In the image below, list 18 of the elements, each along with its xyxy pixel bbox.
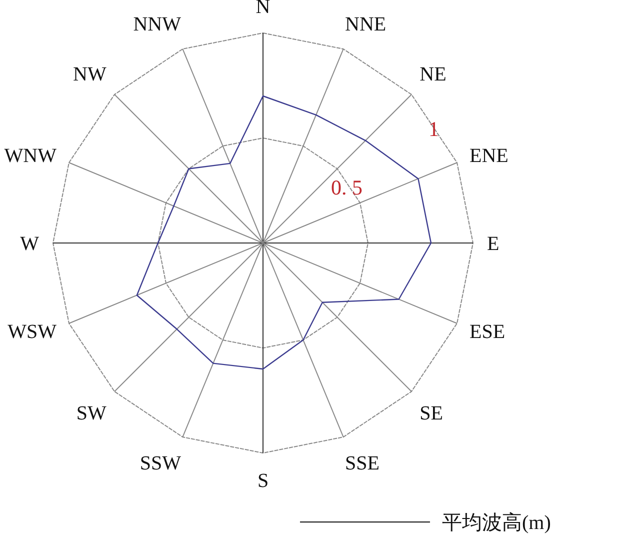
spoke-label: ENE — [469, 144, 508, 167]
y-tick-label: 0. 5 — [330, 176, 362, 200]
spoke-label: E — [487, 233, 500, 255]
spoke-label: NW — [73, 63, 106, 86]
spoke-label: ESE — [469, 321, 506, 344]
text: 平均波高(m) — [442, 511, 551, 534]
spoke-label: NNE — [345, 14, 386, 36]
spoke-label: WNW — [4, 144, 57, 167]
spoke-label: SSE — [345, 452, 380, 474]
spoke-label: WSW — [8, 321, 57, 344]
spoke-label: SSW — [140, 452, 182, 474]
spoke-label: SE — [420, 402, 443, 425]
spoke-label: NE — [420, 63, 446, 86]
spoke-label: S — [257, 470, 269, 492]
spoke-label: NNW — [133, 14, 182, 36]
spoke-label: W — [20, 233, 40, 255]
spoke-label: N — [256, 0, 270, 18]
spoke-label: SW — [76, 402, 106, 425]
